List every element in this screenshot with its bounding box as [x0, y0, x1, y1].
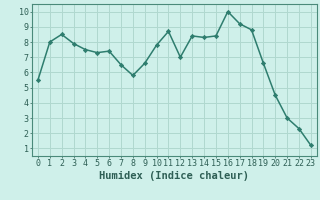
- X-axis label: Humidex (Indice chaleur): Humidex (Indice chaleur): [100, 171, 249, 181]
